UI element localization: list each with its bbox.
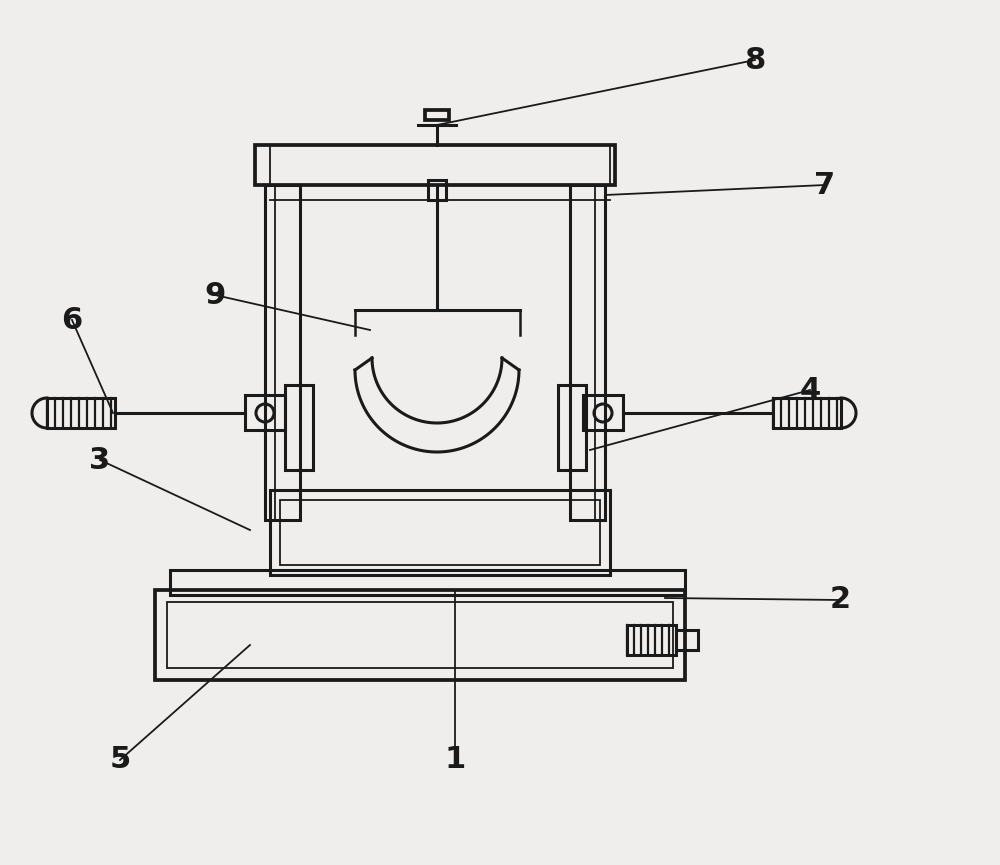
Bar (255, 145, 615, 185)
Text: 7: 7 (814, 170, 836, 200)
Bar (47, 398, 115, 428)
Text: 5: 5 (109, 746, 131, 774)
Bar (155, 590, 685, 680)
Bar (167, 602, 673, 668)
Bar (425, 110, 449, 120)
Bar (558, 385, 586, 470)
Bar (285, 385, 313, 470)
Bar (280, 500, 600, 565)
Text: 2: 2 (829, 586, 851, 614)
Text: 1: 1 (444, 746, 466, 774)
Bar (170, 570, 685, 595)
Bar (583, 395, 623, 430)
Bar (245, 395, 285, 430)
Bar (265, 185, 300, 520)
Text: 6: 6 (61, 305, 83, 335)
Bar (773, 398, 841, 428)
Bar (676, 630, 698, 650)
Text: 8: 8 (744, 46, 766, 74)
Bar (428, 180, 446, 200)
Text: 4: 4 (799, 375, 821, 405)
Bar (627, 625, 676, 655)
Text: 3: 3 (89, 445, 111, 475)
Bar (570, 185, 605, 520)
Text: 9: 9 (204, 280, 226, 310)
Bar (270, 490, 610, 575)
